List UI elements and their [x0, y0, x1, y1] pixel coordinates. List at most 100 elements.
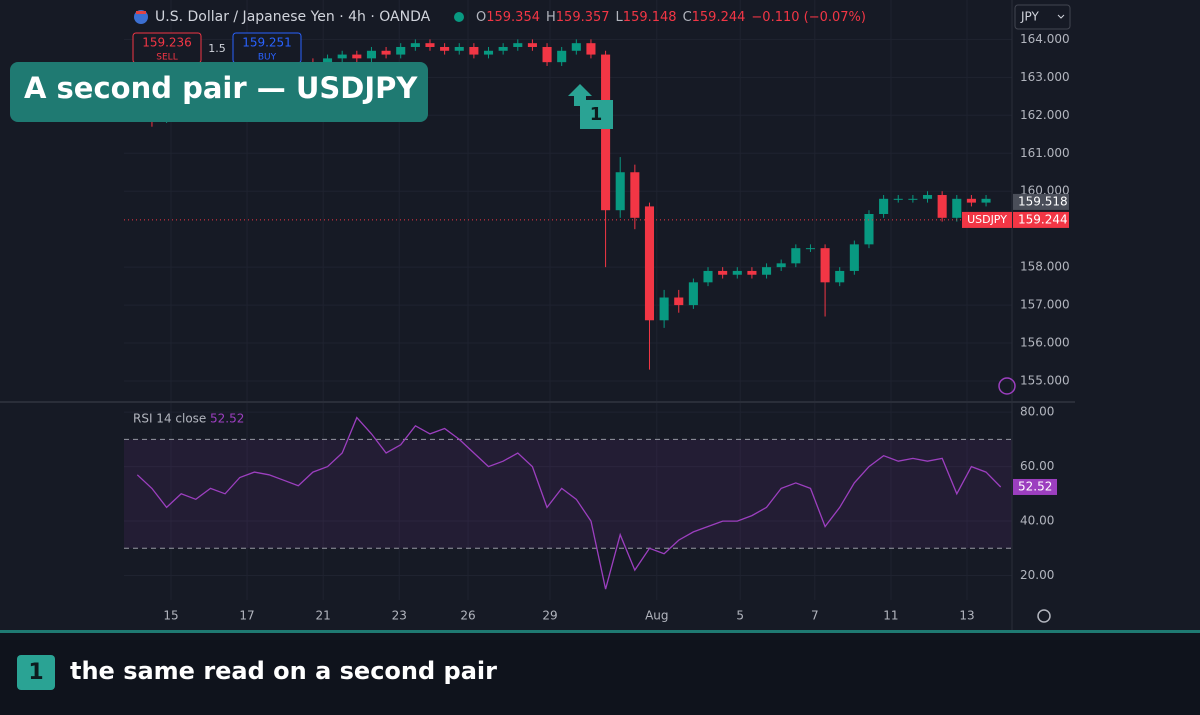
buy-label: BUY: [258, 53, 277, 63]
candle-body: [791, 248, 801, 264]
marker-label: 1: [590, 104, 603, 125]
candle-body: [879, 198, 889, 214]
candle-body: [922, 195, 933, 199]
candle-body: [542, 46, 552, 63]
candle-body: [630, 172, 640, 218]
x-tick-label: 17: [239, 609, 254, 623]
footer: [0, 632, 1200, 715]
y-tick-label: 60.00: [1020, 459, 1054, 473]
last-price-tag: [1013, 211, 1069, 228]
candle-body: [864, 214, 874, 245]
settings-icon[interactable]: [1037, 609, 1051, 623]
x-tick-label: 7: [811, 609, 819, 623]
candle-body: [483, 50, 494, 55]
overlay-title: A second pair — USDJPY: [24, 71, 418, 105]
y-tick-label: 156.000: [1020, 336, 1070, 350]
o-value: 159.354: [486, 10, 540, 25]
candle-body: [615, 172, 625, 211]
candle-body: [586, 43, 596, 55]
candle-body: [410, 43, 420, 47]
x-tick-label: 26: [460, 609, 475, 623]
y-tick-label: 163.000: [1020, 70, 1070, 84]
candle-body: [688, 282, 698, 306]
candle-body: [381, 50, 391, 55]
marker-box: [580, 100, 613, 129]
candle-body: [571, 43, 581, 51]
candle-body: [557, 50, 567, 63]
candle-body: [425, 43, 435, 47]
x-tick-label: 5: [736, 609, 744, 623]
candle-body: [966, 198, 976, 203]
overlay-box: [10, 62, 428, 122]
l-label: L: [616, 10, 624, 25]
x-tick-label: 29: [542, 609, 557, 623]
footer-rule: [0, 630, 1200, 633]
candle-body: [601, 54, 611, 211]
candle-body: [747, 270, 757, 275]
rsi-last-label: 52.52: [1018, 479, 1052, 493]
candle-body: [776, 263, 786, 268]
x-tick-label: 13: [959, 609, 974, 623]
h-label: H: [546, 10, 556, 25]
y-tick-label: 158.000: [1020, 260, 1070, 274]
rsi-last-value: 52.52: [210, 412, 244, 426]
market-status: [454, 12, 464, 22]
candle-body: [981, 198, 991, 203]
y-tick-label: 80.00: [1020, 405, 1054, 419]
candle-body: [820, 248, 830, 283]
candle-body: [337, 54, 347, 59]
alert-icon[interactable]: [998, 377, 1016, 395]
candle-body: [440, 46, 450, 51]
buy-price: 159.251: [242, 36, 292, 50]
candle-body: [732, 270, 742, 275]
change: −0.110 (−0.07%): [751, 10, 866, 25]
symbol-tag: [962, 211, 1012, 228]
spread: 1.5: [208, 42, 226, 55]
sell-label: SELL: [156, 53, 177, 63]
o-label: O: [476, 10, 486, 25]
candle-body: [893, 198, 903, 200]
symbol-tag-label: USDJPY: [967, 213, 1007, 226]
bid-label: 159.518: [1018, 194, 1068, 208]
candle-body: [937, 195, 947, 218]
x-tick-label: 11: [883, 609, 898, 623]
ohlc-header: O159.354 H159.357 L159.148 C159.244 −0.110 (…: [476, 10, 866, 25]
candle-body: [366, 50, 376, 59]
c-label: C: [683, 10, 692, 25]
candle-body: [952, 198, 962, 218]
sell-price: 159.236: [142, 36, 192, 50]
h-value: 159.357: [556, 10, 610, 25]
candle-body: [718, 270, 728, 275]
c-value: 159.244: [692, 10, 746, 25]
footer-badge-label: 1: [28, 660, 43, 685]
rsi-title: RSI 14 close: [133, 412, 206, 426]
y-tick-label: 157.000: [1020, 298, 1070, 312]
rsi-last-tag: [1013, 478, 1057, 495]
x-tick-label: Aug: [645, 609, 668, 623]
candle-body: [454, 46, 464, 51]
candle-body: [835, 270, 845, 283]
bid-tag: [1013, 193, 1069, 210]
candle-body: [469, 46, 479, 55]
y-tick-label: 164.000: [1020, 32, 1070, 46]
candle-body: [644, 206, 655, 321]
footer-text: the same read on a second pair: [70, 657, 497, 685]
x-tick-label: 15: [163, 609, 178, 623]
candle-body: [513, 43, 523, 47]
y-tick-label: 155.000: [1020, 374, 1070, 388]
symbol-title: U.S. Dollar / Japanese Yen · 4h · OANDA: [155, 9, 431, 25]
candle-body: [849, 244, 859, 271]
currency-select[interactable]: [1014, 4, 1071, 30]
l-value: 159.148: [623, 10, 677, 25]
x-tick-label: 21: [316, 609, 331, 623]
last-price-label: 159.244: [1018, 212, 1068, 226]
candle-body: [908, 198, 918, 200]
rsi-line: [136, 416, 1002, 590]
flag-stripe: [136, 11, 146, 14]
dropdown-caret: [1057, 14, 1065, 19]
candle-body: [659, 297, 669, 321]
y-tick-label: 40.00: [1020, 514, 1054, 528]
candle-body: [762, 267, 772, 275]
